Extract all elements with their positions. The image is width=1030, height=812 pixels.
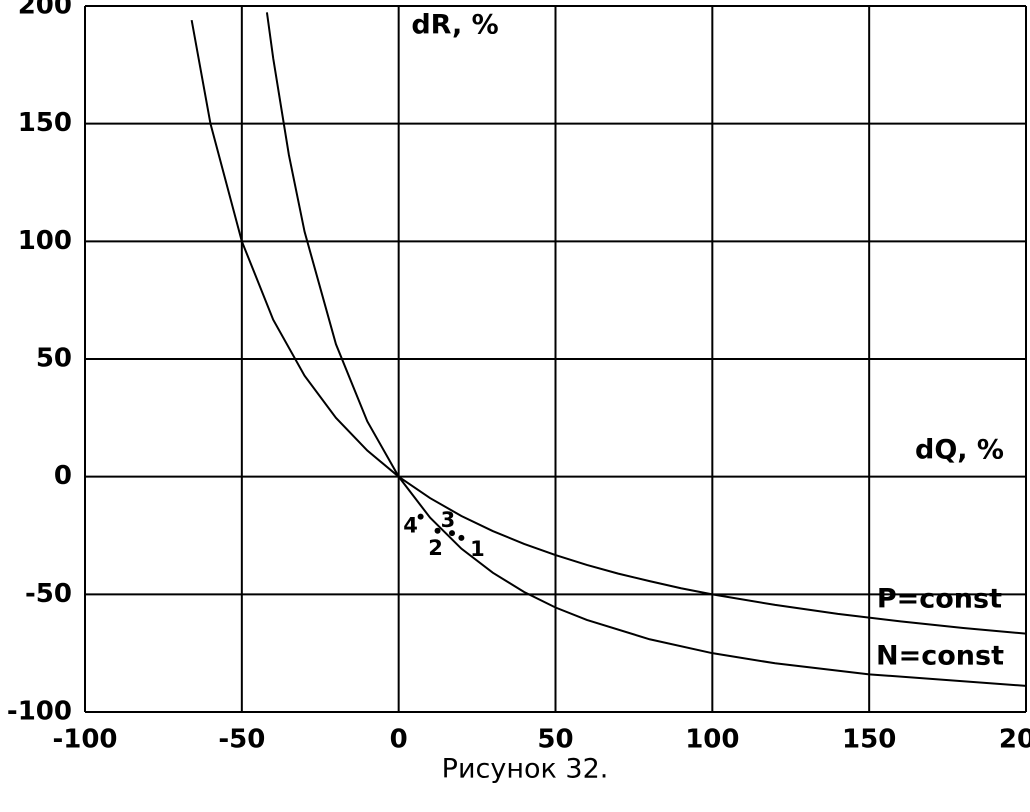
x-tick-label: 50	[537, 725, 573, 755]
x-tick-label: 0	[390, 725, 408, 755]
point	[448, 530, 455, 537]
point	[417, 513, 424, 520]
caption: Рисунок 32.	[442, 754, 609, 785]
x-axis-label: dQ, %	[915, 435, 1004, 466]
point	[434, 527, 441, 534]
curve	[265, 12, 1027, 687]
point-label: 1	[470, 537, 485, 561]
y-tick-label: -100	[7, 697, 72, 727]
y-tick-label: 50	[36, 344, 72, 374]
x-tick-label: -50	[218, 725, 265, 755]
y-axis-label: dR, %	[411, 10, 498, 41]
point-label: 4	[403, 514, 418, 538]
point	[458, 534, 465, 541]
x-tick-label: -100	[52, 725, 117, 755]
y-tick-label: 200	[18, 0, 72, 21]
series-label: P=const	[877, 584, 1002, 615]
curve	[190, 19, 1027, 635]
y-tick-label: -50	[25, 579, 72, 609]
x-tick-label: 100	[685, 725, 739, 755]
y-tick-label: 100	[18, 226, 72, 256]
x-tick-label: 150	[842, 725, 896, 755]
point-label: 2	[428, 536, 443, 560]
y-tick-label: 0	[54, 461, 72, 491]
series-label: N=const	[876, 641, 1004, 672]
y-tick-label: 150	[18, 108, 72, 138]
point-label: 3	[441, 508, 456, 532]
x-tick-label: 200	[999, 725, 1030, 755]
